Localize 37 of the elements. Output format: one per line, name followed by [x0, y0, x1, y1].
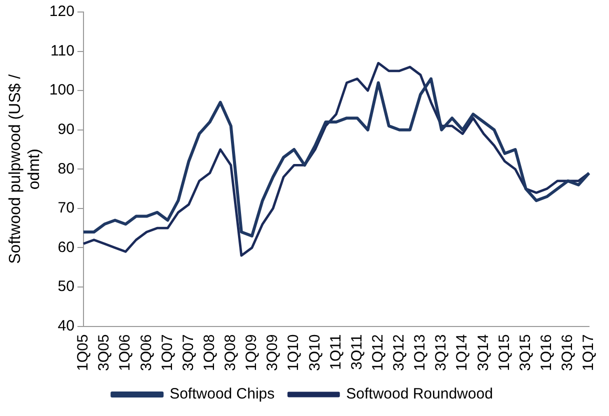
x-tick-label: 3Q14	[474, 334, 492, 372]
legend-label: Softwood Chips	[170, 386, 275, 403]
x-tick-label: 1Q16	[538, 334, 556, 372]
x-tick-label: 3Q08	[222, 334, 240, 372]
x-tick-label: 3Q13	[432, 334, 450, 372]
x-tick-label: 3Q11	[348, 334, 366, 370]
x-tick-label: 3Q10	[306, 334, 324, 372]
x-tick-label: 3Q06	[138, 334, 155, 372]
x-tick-label: 3Q09	[264, 334, 282, 372]
x-tick-label: 1Q15	[496, 334, 513, 372]
x-tick-label: 1Q10	[285, 334, 302, 372]
y-tick-label: 120	[49, 3, 74, 20]
y-tick-label: 40	[58, 317, 74, 334]
x-tick-label: 1Q12	[369, 334, 386, 372]
x-tick-label: 3Q12	[390, 334, 408, 372]
y-tick-label: 50	[58, 278, 74, 296]
x-tick-label: 3Q16	[559, 334, 576, 372]
x-tick-label: 1Q09	[243, 334, 260, 372]
legend-label: Softwood Roundwood	[346, 386, 493, 403]
x-tick-label: 1Q07	[158, 334, 176, 372]
x-tick-label: 1Q13	[412, 334, 429, 372]
x-tick-label: 1Q14	[454, 334, 471, 372]
x-tick-label: 1Q08	[200, 334, 218, 372]
y-tick-label: 90	[58, 121, 74, 138]
x-tick-label: 3Q05	[96, 334, 113, 372]
x-tick-label: 1Q06	[116, 334, 134, 372]
y-tick-label: 100	[49, 82, 74, 99]
x-tick-label: 3Q07	[180, 334, 197, 372]
y-tick-label: 60	[58, 238, 74, 256]
y-axis-title: Softwood pulpwood (US$ / odmt)	[7, 74, 44, 264]
x-tick-label: 1Q05	[74, 334, 92, 372]
y-tick-label: 80	[58, 160, 74, 178]
y-tick-label: 70	[58, 200, 74, 217]
x-tick-label: 1Q17	[580, 334, 598, 372]
x-tick-label: 1Q11	[327, 334, 344, 370]
y-tick-label: 110	[50, 42, 74, 60]
x-tick-label: 3Q15	[516, 334, 534, 372]
